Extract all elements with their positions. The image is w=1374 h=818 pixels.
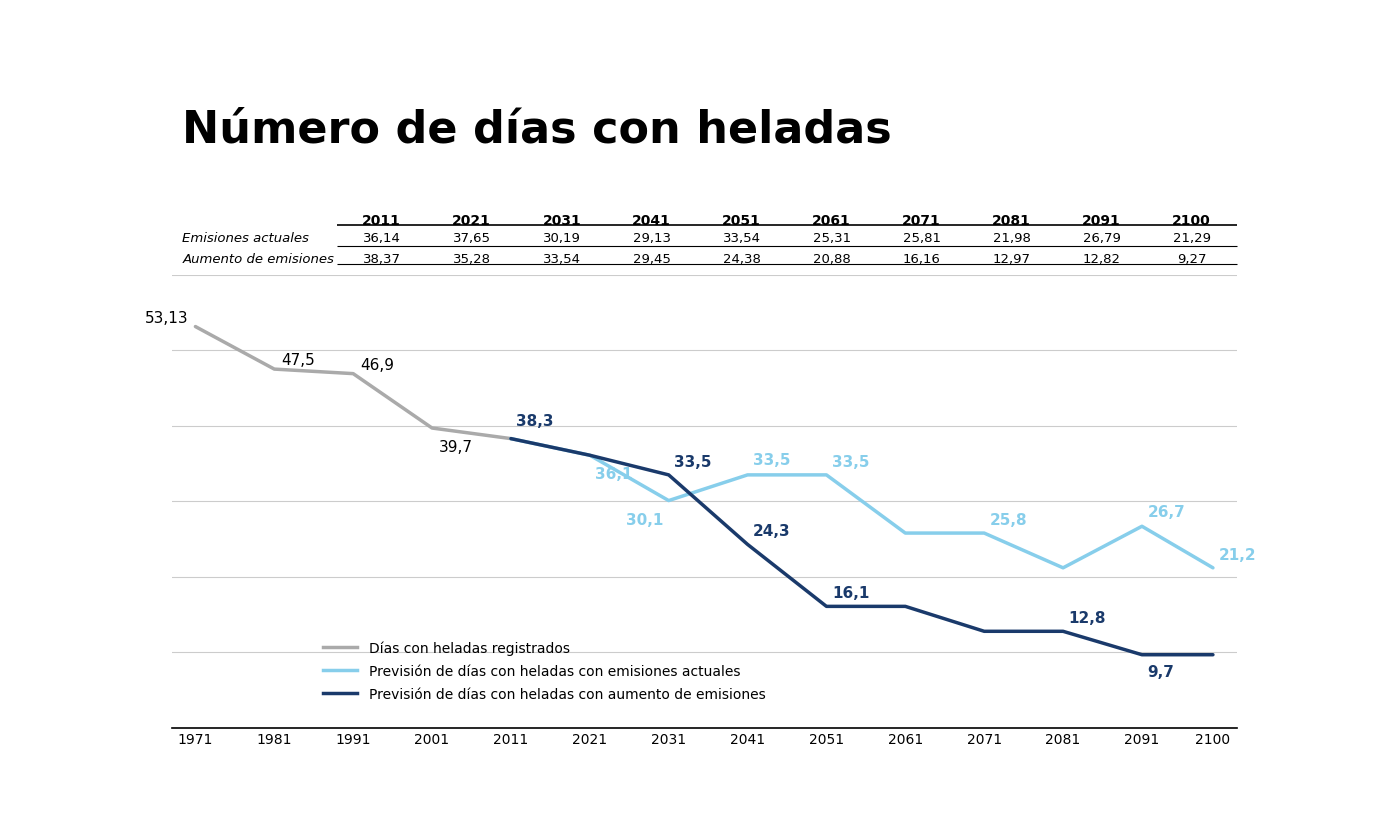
Text: 2091: 2091: [1083, 213, 1121, 227]
Text: 12,82: 12,82: [1083, 254, 1121, 267]
Text: 2071: 2071: [903, 213, 941, 227]
Text: 35,28: 35,28: [453, 254, 491, 267]
Text: 29,13: 29,13: [633, 232, 671, 245]
Text: 2061: 2061: [812, 213, 851, 227]
Text: 36,14: 36,14: [363, 232, 401, 245]
Text: 30,1: 30,1: [625, 513, 664, 528]
Text: 38,3: 38,3: [517, 415, 554, 429]
Text: 53,13: 53,13: [144, 311, 188, 326]
Text: 25,31: 25,31: [812, 232, 851, 245]
Text: 2041: 2041: [632, 213, 671, 227]
Text: 33,54: 33,54: [543, 254, 581, 267]
Text: 2011: 2011: [363, 213, 401, 227]
Text: 26,7: 26,7: [1147, 505, 1186, 520]
Text: 37,65: 37,65: [453, 232, 491, 245]
Text: 21,2: 21,2: [1219, 548, 1256, 563]
Text: 16,1: 16,1: [833, 587, 870, 601]
Text: 36,1: 36,1: [595, 467, 633, 482]
Text: 12,97: 12,97: [992, 254, 1030, 267]
Text: 2021: 2021: [452, 213, 492, 227]
Text: 47,5: 47,5: [282, 353, 315, 368]
Text: 38,37: 38,37: [363, 254, 401, 267]
Text: 24,38: 24,38: [723, 254, 761, 267]
Text: 12,8: 12,8: [1069, 611, 1106, 627]
Text: 29,45: 29,45: [633, 254, 671, 267]
Text: 9,27: 9,27: [1178, 254, 1206, 267]
Text: 2100: 2100: [1172, 213, 1210, 227]
Text: 33,5: 33,5: [753, 453, 790, 469]
Text: 20,88: 20,88: [813, 254, 851, 267]
Text: 33,54: 33,54: [723, 232, 761, 245]
Text: 39,7: 39,7: [438, 440, 473, 455]
Text: 21,98: 21,98: [992, 232, 1030, 245]
Text: 46,9: 46,9: [360, 357, 394, 373]
Text: Emisiones actuales: Emisiones actuales: [183, 232, 309, 245]
Text: 2031: 2031: [543, 213, 581, 227]
Text: 25,81: 25,81: [903, 232, 941, 245]
Text: Aumento de emisiones: Aumento de emisiones: [183, 254, 334, 267]
Text: 26,79: 26,79: [1083, 232, 1121, 245]
Text: 2081: 2081: [992, 213, 1030, 227]
Text: 24,3: 24,3: [753, 524, 791, 539]
Text: 33,5: 33,5: [833, 455, 870, 470]
Text: 25,8: 25,8: [989, 513, 1028, 528]
Text: 2051: 2051: [723, 213, 761, 227]
Text: Número de días con heladas: Número de días con heladas: [183, 108, 892, 151]
Text: 30,19: 30,19: [543, 232, 581, 245]
Text: 9,7: 9,7: [1147, 665, 1175, 681]
Text: 16,16: 16,16: [903, 254, 941, 267]
Text: 21,29: 21,29: [1172, 232, 1210, 245]
Text: 33,5: 33,5: [675, 455, 712, 470]
Legend: Días con heladas registrados, Previsión de días con heladas con emisiones actual: Días con heladas registrados, Previsión …: [317, 636, 771, 708]
